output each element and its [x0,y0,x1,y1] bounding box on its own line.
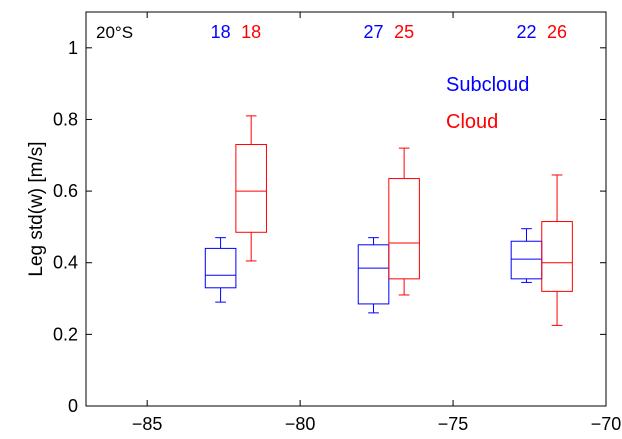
sample-count-label: 18 [241,22,261,42]
y-tick-label: 0.6 [53,181,78,201]
y-tick-label: 0.2 [53,324,78,344]
box-iqr [357,244,390,305]
box-cloud-2 [541,174,573,326]
sample-count-label: 25 [394,22,414,42]
box-cloud-0 [235,115,267,262]
y-tick-label: 0.4 [53,253,78,273]
axis-ticks: −85 −80 −75 −70 0 0.2 0.4 0.6 0.8 1 [53,12,621,434]
box-series: 18 27 22 18 25 26 [204,22,573,326]
legend-entry-subcloud: Subcloud [446,74,529,96]
x-tick-label: −70 [591,414,622,434]
box-iqr [541,221,573,292]
y-axis-label: Leg std(w) [m/s] [26,141,47,276]
y-tick-label: 0.8 [53,109,78,129]
box-subcloud-0 [204,237,237,303]
x-tick-label: −75 [438,414,469,434]
sample-count-label: 22 [516,22,536,42]
box-cloud-1 [388,147,420,296]
box-iqr [510,240,543,280]
box-iqr [235,144,267,233]
x-tick-label: −80 [285,414,316,434]
legend-entry-cloud: Cloud [446,111,498,133]
box-iqr [388,178,420,280]
box-subcloud-2 [510,228,543,283]
y-tick-label: 0 [68,396,78,416]
box-iqr [204,247,237,289]
box-subcloud-1 [357,237,390,314]
sample-count-label: 18 [211,22,231,42]
plot-area [85,11,607,407]
y-tick-label: 1 [68,38,78,58]
chart-labels: 20°S Leg std(w) [m/s] Subcloud Cloud [26,23,529,277]
latitude-label: 20°S [96,23,133,42]
sample-count-label: 27 [364,22,384,42]
x-tick-label: −85 [132,414,163,434]
sample-count-label: 26 [547,22,567,42]
